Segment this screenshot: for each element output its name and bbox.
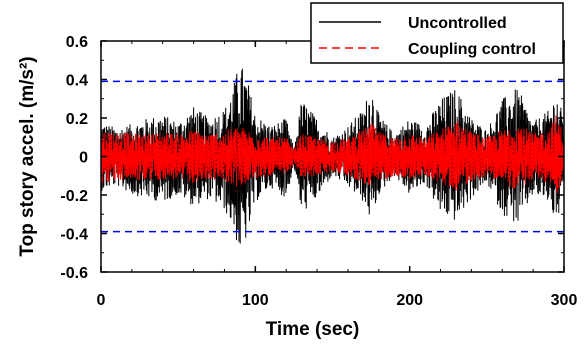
y-tick-label: -0.2 xyxy=(60,188,88,205)
legend-box xyxy=(310,2,564,64)
y-tick-label: 0.2 xyxy=(66,111,88,128)
y-axis-title: Top story accel. (m/s²) xyxy=(17,56,38,256)
x-tick-label: 0 xyxy=(97,292,106,309)
legend-label-uncontrolled: Uncontrolled xyxy=(408,15,507,32)
y-tick-label: -0.6 xyxy=(60,265,88,282)
x-axis-title: Time (sec) xyxy=(266,319,360,340)
y-tick-label: 0.6 xyxy=(66,34,88,51)
x-tick-label: 300 xyxy=(551,292,578,309)
x-tick-label: 100 xyxy=(242,292,269,309)
y-tick-label: 0.4 xyxy=(66,73,88,90)
y-tick-label: 0 xyxy=(79,150,88,167)
x-tick-label: 200 xyxy=(396,292,423,309)
coupling-control-series xyxy=(100,115,565,194)
y-tick-label: -0.4 xyxy=(60,227,88,244)
legend-label-coupling: Coupling control xyxy=(408,41,536,58)
